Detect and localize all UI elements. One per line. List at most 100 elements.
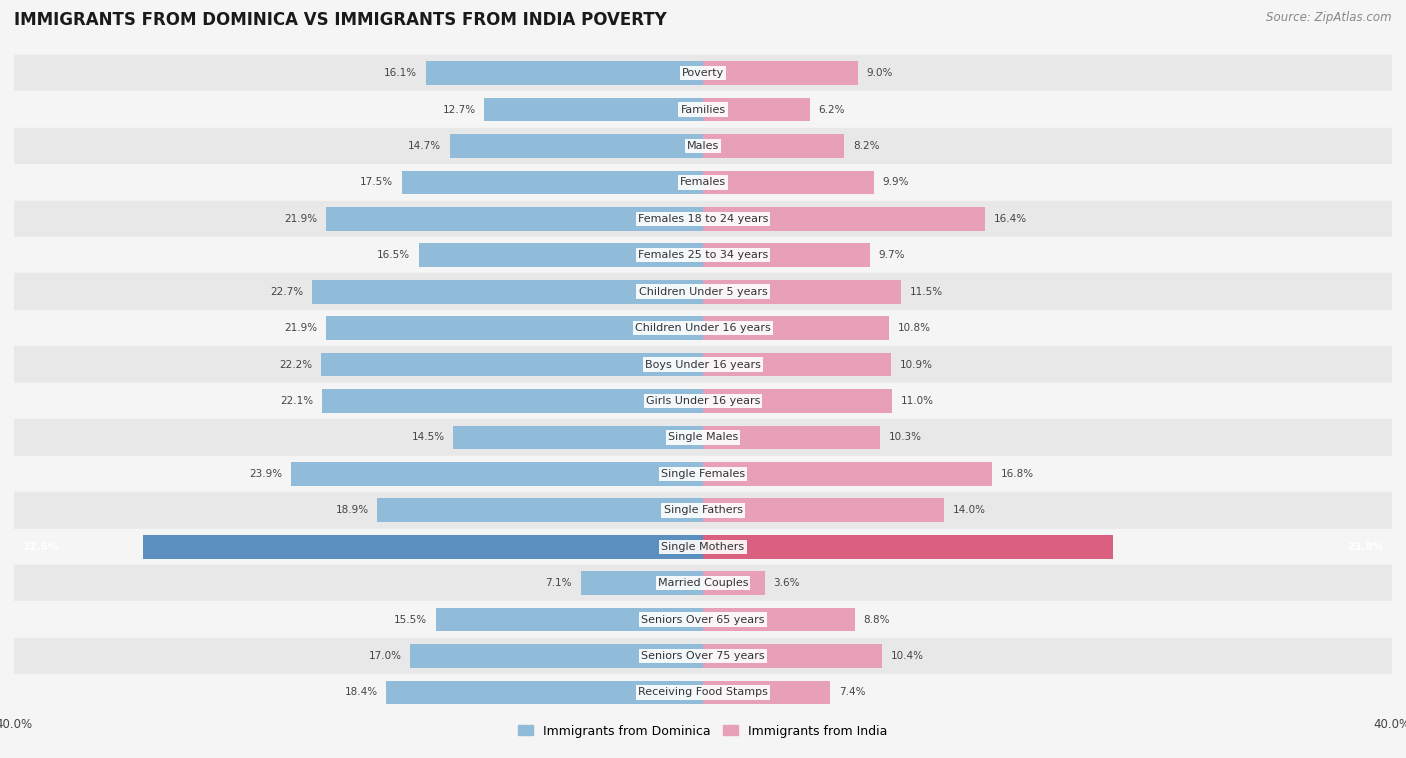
Text: 22.7%: 22.7% <box>270 287 304 296</box>
Bar <box>703 425 880 449</box>
Text: 15.5%: 15.5% <box>394 615 427 625</box>
Bar <box>484 98 703 121</box>
Bar <box>703 171 873 194</box>
Text: Girls Under 16 years: Girls Under 16 years <box>645 396 761 406</box>
Bar <box>14 201 1392 237</box>
Bar <box>14 274 1392 310</box>
Text: 16.8%: 16.8% <box>1001 469 1033 479</box>
Text: 11.0%: 11.0% <box>901 396 934 406</box>
Text: Single Mothers: Single Mothers <box>661 542 745 552</box>
Text: 18.4%: 18.4% <box>344 688 377 697</box>
Text: 23.8%: 23.8% <box>1347 542 1384 552</box>
Bar <box>321 352 703 377</box>
Text: 16.1%: 16.1% <box>384 68 418 78</box>
Text: 6.2%: 6.2% <box>818 105 845 114</box>
Bar <box>14 528 1392 565</box>
Text: 9.9%: 9.9% <box>882 177 908 187</box>
Bar <box>703 499 945 522</box>
Text: Single Fathers: Single Fathers <box>664 506 742 515</box>
Bar <box>14 637 1392 675</box>
Bar <box>377 499 703 522</box>
Bar <box>14 456 1392 492</box>
Text: 17.5%: 17.5% <box>360 177 392 187</box>
Text: Females 18 to 24 years: Females 18 to 24 years <box>638 214 768 224</box>
Bar <box>703 352 891 377</box>
Bar <box>14 91 1392 128</box>
Bar <box>143 535 703 559</box>
Bar <box>14 128 1392 164</box>
Text: 16.5%: 16.5% <box>377 250 411 260</box>
Text: Source: ZipAtlas.com: Source: ZipAtlas.com <box>1267 11 1392 24</box>
Text: Single Females: Single Females <box>661 469 745 479</box>
Bar <box>703 572 765 595</box>
Bar <box>703 681 831 704</box>
Bar <box>453 425 703 449</box>
Bar <box>326 207 703 230</box>
Bar <box>703 608 855 631</box>
Text: Married Couples: Married Couples <box>658 578 748 588</box>
Text: Boys Under 16 years: Boys Under 16 years <box>645 359 761 370</box>
Text: 7.4%: 7.4% <box>839 688 866 697</box>
Bar <box>14 601 1392 637</box>
Text: 12.7%: 12.7% <box>443 105 475 114</box>
Bar <box>322 389 703 413</box>
Text: 10.9%: 10.9% <box>900 359 932 370</box>
Text: 21.9%: 21.9% <box>284 214 318 224</box>
Text: 8.8%: 8.8% <box>863 615 890 625</box>
Text: 14.7%: 14.7% <box>408 141 441 151</box>
Text: 11.5%: 11.5% <box>910 287 943 296</box>
Bar <box>703 535 1114 559</box>
Bar <box>14 310 1392 346</box>
Bar <box>312 280 703 303</box>
Bar <box>14 383 1392 419</box>
Bar <box>14 492 1392 528</box>
Bar <box>14 419 1392 456</box>
Bar <box>450 134 703 158</box>
Text: Single Males: Single Males <box>668 433 738 443</box>
Text: 17.0%: 17.0% <box>368 651 402 661</box>
Bar <box>402 171 703 194</box>
Text: 9.0%: 9.0% <box>866 68 893 78</box>
Bar <box>14 55 1392 91</box>
Text: Families: Families <box>681 105 725 114</box>
Text: 32.5%: 32.5% <box>22 542 59 552</box>
Bar <box>703 243 870 267</box>
Text: Children Under 16 years: Children Under 16 years <box>636 323 770 333</box>
Text: Children Under 5 years: Children Under 5 years <box>638 287 768 296</box>
Bar <box>703 462 993 486</box>
Text: 8.2%: 8.2% <box>853 141 879 151</box>
Bar <box>387 681 703 704</box>
Bar <box>703 61 858 85</box>
Bar <box>14 164 1392 201</box>
Bar <box>703 134 844 158</box>
Bar <box>14 565 1392 601</box>
Text: Seniors Over 75 years: Seniors Over 75 years <box>641 651 765 661</box>
Text: 9.7%: 9.7% <box>879 250 905 260</box>
Text: 21.9%: 21.9% <box>284 323 318 333</box>
Text: 18.9%: 18.9% <box>336 506 368 515</box>
Text: 23.9%: 23.9% <box>250 469 283 479</box>
Text: 7.1%: 7.1% <box>546 578 572 588</box>
Text: 16.4%: 16.4% <box>994 214 1028 224</box>
Bar <box>703 207 986 230</box>
Bar <box>14 675 1392 711</box>
Bar <box>326 316 703 340</box>
Text: 22.1%: 22.1% <box>281 396 314 406</box>
Bar <box>703 389 893 413</box>
Bar <box>291 462 703 486</box>
Text: 14.0%: 14.0% <box>953 506 986 515</box>
Legend: Immigrants from Dominica, Immigrants from India: Immigrants from Dominica, Immigrants fro… <box>513 719 893 743</box>
Text: IMMIGRANTS FROM DOMINICA VS IMMIGRANTS FROM INDIA POVERTY: IMMIGRANTS FROM DOMINICA VS IMMIGRANTS F… <box>14 11 666 30</box>
Text: Seniors Over 65 years: Seniors Over 65 years <box>641 615 765 625</box>
Text: 3.6%: 3.6% <box>773 578 800 588</box>
Bar <box>419 243 703 267</box>
Text: Females: Females <box>681 177 725 187</box>
Bar <box>14 237 1392 274</box>
Bar <box>703 644 882 668</box>
Text: 10.8%: 10.8% <box>897 323 931 333</box>
Bar <box>703 316 889 340</box>
Text: 10.4%: 10.4% <box>891 651 924 661</box>
Bar <box>411 644 703 668</box>
Text: Males: Males <box>688 141 718 151</box>
Bar <box>14 346 1392 383</box>
